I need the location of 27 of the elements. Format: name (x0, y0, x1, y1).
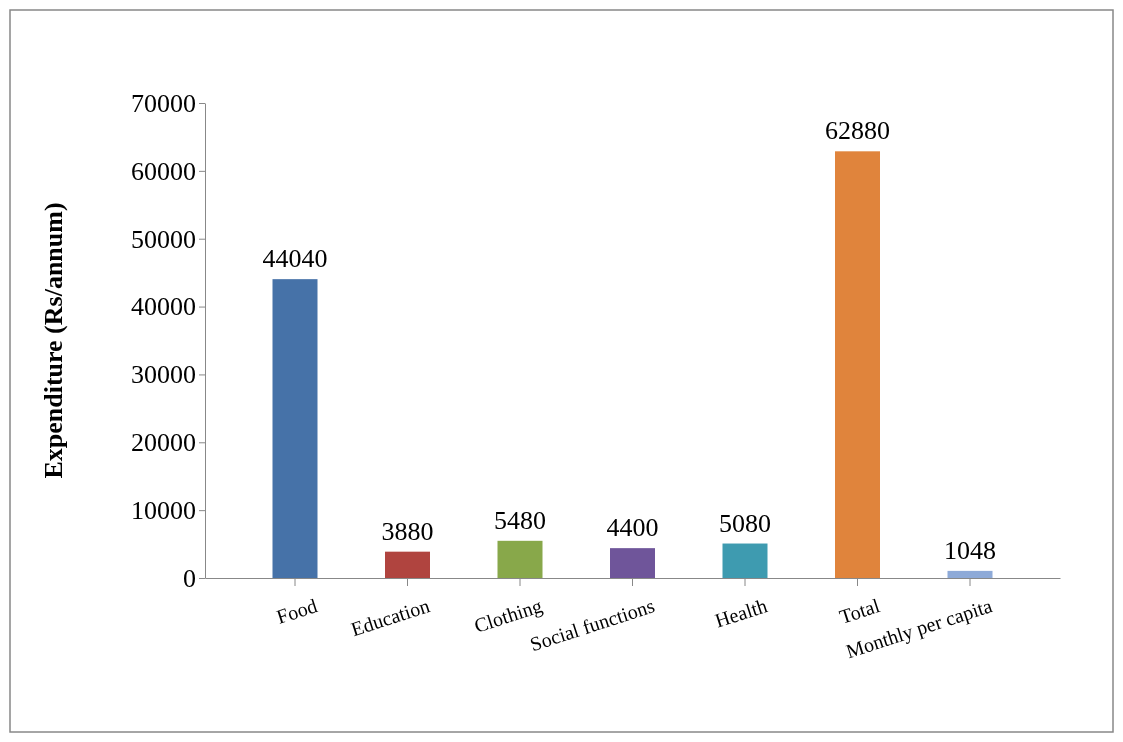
y-tick-label: 60000 (131, 156, 196, 186)
x-tick-label: Health (712, 594, 770, 632)
y-tick-label: 10000 (131, 495, 196, 525)
x-tick-label: Total (836, 594, 883, 628)
x-tick-label: Education (348, 594, 433, 641)
bar (835, 151, 880, 578)
data-label: 3880 (381, 516, 434, 546)
bar (272, 279, 318, 578)
data-label: 4400 (606, 513, 659, 543)
bar (947, 570, 993, 578)
bar (610, 548, 655, 578)
data-label: 1048 (944, 535, 996, 565)
data-label: 62880 (825, 116, 890, 146)
bar (722, 543, 768, 578)
y-tick-label: 20000 (131, 428, 196, 458)
y-tick-label: 30000 (131, 360, 196, 390)
bar (385, 551, 430, 578)
y-tick-label: 50000 (131, 224, 196, 254)
y-tick-label: 0 (183, 563, 196, 593)
y-axis-title: Expenditure (Rs/annum) (39, 202, 68, 479)
y-tick-label: 70000 (131, 88, 196, 118)
x-tick-label: Food (273, 594, 320, 628)
y-tick-label: 40000 (131, 292, 196, 322)
data-label: 5480 (494, 505, 546, 535)
data-label: 5080 (719, 508, 771, 538)
data-label: 44040 (262, 244, 328, 274)
bar (497, 540, 543, 578)
